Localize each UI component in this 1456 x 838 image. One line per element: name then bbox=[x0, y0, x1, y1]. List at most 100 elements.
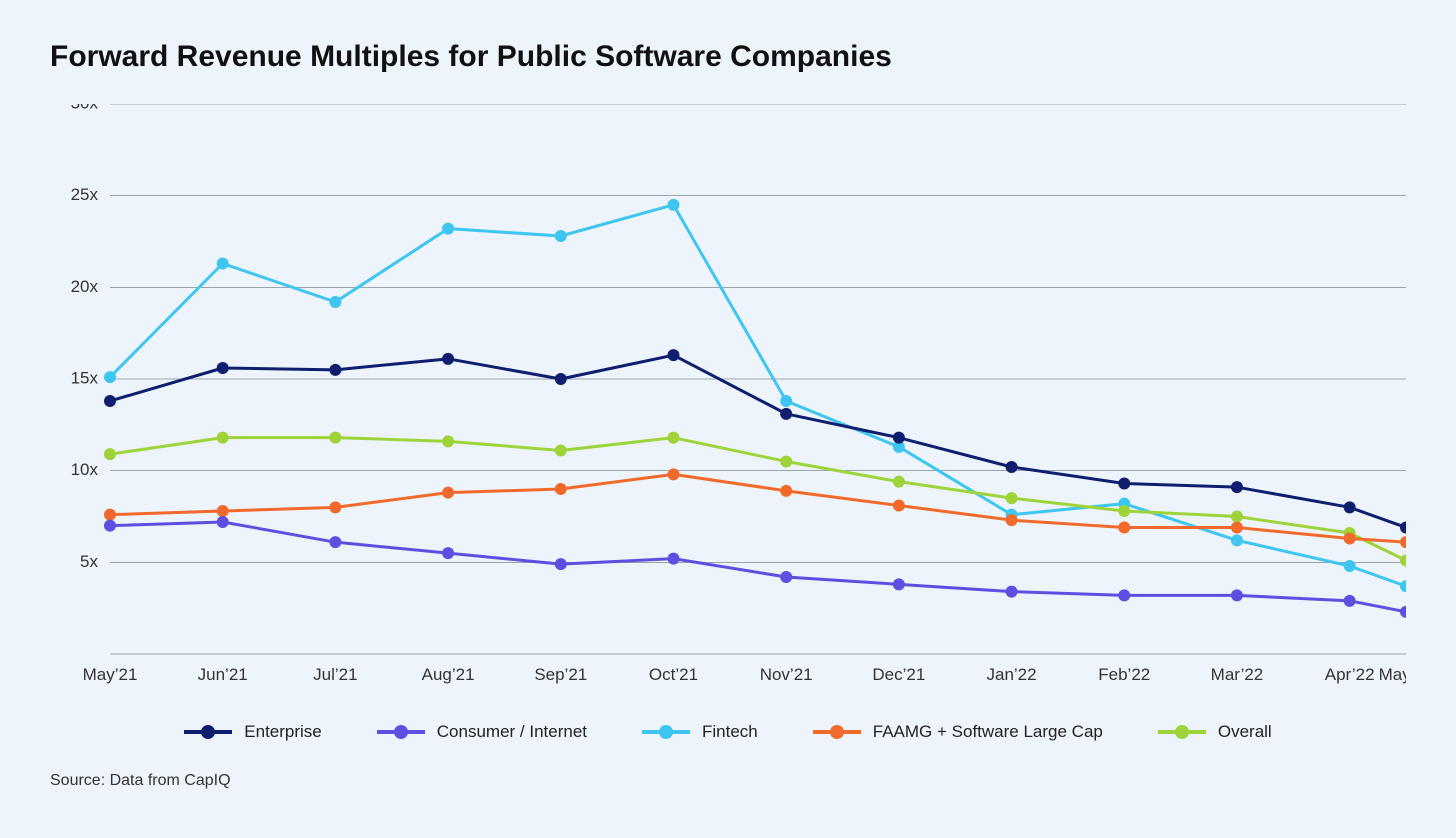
series-marker bbox=[780, 408, 792, 420]
series-marker bbox=[1344, 501, 1356, 513]
series-line bbox=[110, 438, 1406, 561]
series-marker bbox=[329, 364, 341, 376]
y-axis-label: 5x bbox=[80, 552, 98, 571]
series-marker bbox=[104, 395, 116, 407]
series-marker bbox=[555, 483, 567, 495]
series-marker bbox=[667, 432, 679, 444]
series-line bbox=[110, 522, 1406, 612]
y-axis-label: 20x bbox=[71, 277, 99, 296]
series-marker bbox=[1006, 586, 1018, 598]
legend-dot-icon bbox=[830, 725, 844, 739]
series-marker bbox=[442, 223, 454, 235]
y-axis-label: 30x bbox=[71, 104, 99, 112]
legend-label: FAAMG + Software Large Cap bbox=[873, 722, 1103, 742]
series-marker bbox=[893, 476, 905, 488]
series-marker bbox=[1344, 560, 1356, 572]
series-marker bbox=[555, 373, 567, 385]
series-marker bbox=[780, 456, 792, 468]
x-axis-label: Aug’21 bbox=[422, 665, 475, 684]
x-axis-label: May’21 bbox=[83, 665, 138, 684]
series-marker bbox=[104, 520, 116, 532]
source-attribution: Source: Data from CapIQ bbox=[50, 772, 1406, 790]
series-marker bbox=[667, 553, 679, 565]
x-axis-label: Apr’22 bbox=[1325, 665, 1375, 684]
series-marker bbox=[780, 485, 792, 497]
series-marker bbox=[329, 501, 341, 513]
legend-swatch bbox=[1158, 725, 1206, 739]
series-marker bbox=[1118, 522, 1130, 534]
x-axis-label: Mar’22 bbox=[1211, 665, 1264, 684]
legend-item: Fintech bbox=[642, 722, 758, 742]
legend-label: Consumer / Internet bbox=[437, 722, 587, 742]
series-marker bbox=[1231, 522, 1243, 534]
series-marker bbox=[780, 571, 792, 583]
series-marker bbox=[1231, 511, 1243, 523]
series-marker bbox=[1118, 589, 1130, 601]
chart-area: 5x 10x 15x 20x 25x 30x May’21 Jun’21 Jul’21 Aug’2… bbox=[50, 104, 1406, 694]
series-marker bbox=[104, 371, 116, 383]
series-marker bbox=[1006, 514, 1018, 526]
chart-title: Forward Revenue Multiples for Public Sof… bbox=[50, 40, 1406, 74]
legend-dot-icon bbox=[659, 725, 673, 739]
chart-container: Forward Revenue Multiples for Public Sof… bbox=[0, 0, 1456, 838]
series-marker bbox=[555, 230, 567, 242]
series-marker bbox=[217, 362, 229, 374]
series-marker bbox=[442, 353, 454, 365]
legend-swatch bbox=[813, 725, 861, 739]
x-axis-label: Feb’22 bbox=[1098, 665, 1150, 684]
series-marker bbox=[893, 578, 905, 590]
y-axis-label: 25x bbox=[71, 185, 99, 204]
legend-dot-icon bbox=[201, 725, 215, 739]
series-marker bbox=[1400, 606, 1406, 618]
series-marker bbox=[1400, 536, 1406, 548]
series-marker bbox=[217, 505, 229, 517]
series-marker bbox=[1118, 505, 1130, 517]
series-marker bbox=[104, 448, 116, 460]
series-marker bbox=[442, 487, 454, 499]
series-marker bbox=[1400, 580, 1406, 592]
legend-label: Enterprise bbox=[244, 722, 321, 742]
series-marker bbox=[217, 432, 229, 444]
series-marker bbox=[667, 349, 679, 361]
series-marker bbox=[667, 199, 679, 211]
series-marker bbox=[329, 296, 341, 308]
series-marker bbox=[1231, 481, 1243, 493]
x-axis-label: Sep’21 bbox=[534, 665, 587, 684]
x-axis-label: Jun’21 bbox=[198, 665, 248, 684]
x-axis-label: Jul’21 bbox=[313, 665, 357, 684]
legend-dot-icon bbox=[1175, 725, 1189, 739]
series-marker bbox=[1400, 555, 1406, 567]
legend-dot-icon bbox=[394, 725, 408, 739]
legend-label: Overall bbox=[1218, 722, 1272, 742]
series-marker bbox=[442, 547, 454, 559]
series-marker bbox=[1344, 595, 1356, 607]
series-marker bbox=[1231, 534, 1243, 546]
legend-swatch bbox=[642, 725, 690, 739]
series-marker bbox=[667, 468, 679, 480]
series-marker bbox=[893, 500, 905, 512]
legend-swatch bbox=[377, 725, 425, 739]
series-marker bbox=[217, 516, 229, 528]
series-marker bbox=[329, 536, 341, 548]
x-axis-label: Nov’21 bbox=[760, 665, 813, 684]
series-marker bbox=[1344, 533, 1356, 545]
series-marker bbox=[1231, 589, 1243, 601]
legend-item: Enterprise bbox=[184, 722, 321, 742]
legend-label: Fintech bbox=[702, 722, 758, 742]
legend: Enterprise Consumer / Internet Fintech FAAM… bbox=[50, 722, 1406, 742]
series-marker bbox=[442, 435, 454, 447]
y-axis-label: 15x bbox=[71, 368, 99, 387]
series-marker bbox=[893, 432, 905, 444]
series-marker bbox=[780, 395, 792, 407]
x-axis-label: Oct’21 bbox=[649, 665, 698, 684]
x-axis-label: May’22 bbox=[1379, 665, 1406, 684]
y-axis-label: 10x bbox=[71, 460, 99, 479]
x-axis-label: Jan’22 bbox=[987, 665, 1037, 684]
series-marker bbox=[217, 258, 229, 270]
legend-item: Overall bbox=[1158, 722, 1272, 742]
legend-swatch bbox=[184, 725, 232, 739]
series-marker bbox=[1118, 478, 1130, 490]
series-marker bbox=[1006, 461, 1018, 473]
legend-item: FAAMG + Software Large Cap bbox=[813, 722, 1103, 742]
series-marker bbox=[1006, 492, 1018, 504]
